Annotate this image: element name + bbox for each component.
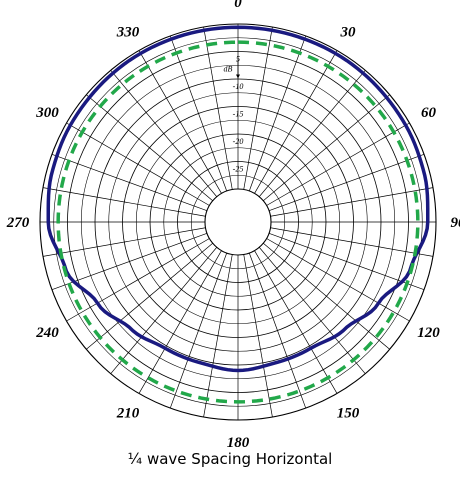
grid-ring: [149, 133, 327, 311]
db-arrow-head: [236, 74, 240, 79]
grid-ring: [108, 92, 368, 352]
grid-ring: [190, 174, 286, 270]
series-group: [46, 25, 430, 404]
polar-grid: [39, 23, 437, 421]
grid-ring: [39, 23, 437, 421]
grid-ring: [163, 147, 313, 297]
grid-ring: [53, 37, 423, 407]
grid-ring: [122, 106, 354, 338]
angle-label: 240: [35, 325, 59, 341]
db-labels: dB5 -10 -15 -20 -25: [224, 55, 244, 174]
db-tick-label: -15: [233, 110, 244, 119]
angle-label: 120: [417, 325, 440, 341]
chart-caption: ¼ wave Spacing Horizontal: [127, 450, 333, 468]
db-tick-label: -20: [233, 137, 244, 146]
grid-ring: [204, 188, 272, 256]
angle-labels: 0 30 60 90 120 150 180 210 240 270 300 330: [6, 0, 460, 451]
grid-ring: [94, 78, 382, 366]
grid-ring: [135, 119, 341, 325]
grid-ring: [67, 51, 409, 393]
angle-label: 180: [227, 435, 250, 451]
angle-label: 150: [337, 406, 360, 422]
angle-label: 330: [116, 24, 140, 40]
angle-label: 0: [234, 0, 242, 11]
db-tick-label: -25: [233, 165, 244, 174]
series-1-line: [46, 25, 430, 373]
angle-label: 300: [35, 105, 59, 121]
angle-label: 30: [340, 24, 357, 40]
db-tick-label: 5: [236, 55, 240, 64]
grid-ring: [177, 161, 299, 283]
series-2-line: [56, 40, 420, 404]
angle-label: 90: [451, 215, 460, 231]
db-tick-label: -10: [233, 82, 244, 91]
angle-label: 210: [116, 406, 140, 422]
angle-label: 60: [421, 105, 437, 121]
angle-label: 270: [6, 215, 30, 231]
db-unit-label: dB: [224, 65, 233, 74]
